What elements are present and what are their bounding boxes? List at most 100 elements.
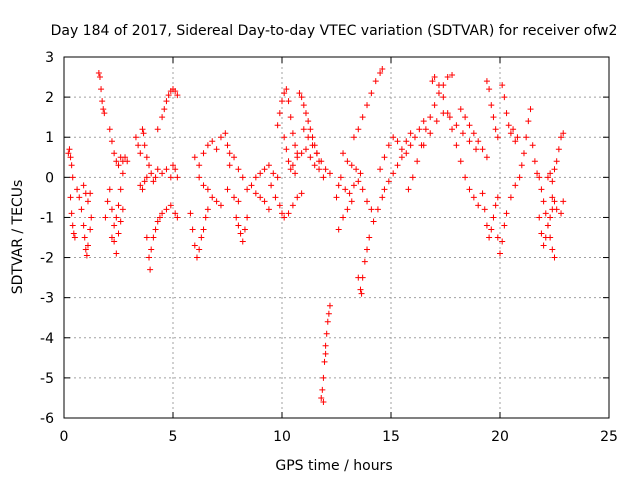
data-point [497,250,503,257]
data-point [377,70,384,77]
data-point [83,252,90,259]
data-point [141,178,148,185]
data-point [67,154,74,161]
data-point [298,190,305,197]
data-point [108,138,115,145]
data-point [350,134,357,141]
data-point [549,194,556,201]
data-point [385,178,392,185]
data-point [475,202,482,209]
data-point [311,162,318,169]
data-point [289,162,296,169]
data-point [333,194,340,201]
y-tick-label: -3 [40,291,54,307]
data-point [547,214,554,221]
data-point [187,210,194,217]
data-point [196,246,203,253]
data-point [536,214,543,221]
data-point [204,206,211,213]
data-point [542,234,549,241]
data-point [84,198,91,205]
x-tick-label: 0 [60,429,69,445]
data-point [492,126,499,133]
data-point [261,166,268,173]
data-point [233,214,240,221]
data-point [231,154,238,161]
data-point [323,330,330,337]
y-tick-label: 2 [45,90,54,106]
data-point [159,114,166,121]
data-point [531,158,538,165]
data-point [231,194,238,201]
data-point [274,122,281,129]
data-point [146,254,153,261]
data-point [159,170,166,177]
data-points [65,66,567,405]
data-point [113,250,120,257]
data-point [560,198,567,205]
data-point [427,114,434,121]
data-point [453,122,460,129]
data-point [357,286,364,293]
data-point [99,98,106,105]
data-point [300,126,307,133]
data-point [252,174,259,181]
data-point [65,150,72,157]
data-point [265,206,272,213]
data-point [80,222,87,229]
data-point [325,310,332,317]
data-point [377,166,384,173]
data-point [335,226,342,233]
data-point [191,242,198,249]
data-point [152,226,159,233]
data-point [420,142,427,149]
data-point [435,90,442,97]
data-point [67,194,74,201]
data-point [322,166,329,173]
data-point [394,138,401,145]
data-point [488,102,495,109]
data-point [226,150,233,157]
data-point [558,210,565,217]
data-point [163,166,170,173]
data-point [350,182,357,189]
data-point [457,158,464,165]
data-point [106,186,113,193]
data-point [414,158,421,165]
data-point [71,234,78,241]
data-point [431,102,438,109]
data-point [113,158,120,165]
data-point [385,142,392,149]
data-point [501,222,508,229]
data-point [551,166,558,173]
data-point [481,206,488,213]
data-point [307,126,314,133]
data-point [244,186,251,193]
data-point [307,154,314,161]
data-point [514,134,521,141]
data-point [140,130,147,137]
data-point [274,174,281,181]
data-point [318,394,325,401]
axis-ticks: 0 5 10 15 20 25 -6 -5 -4 -3 -2 -1 0 1 2 3 [40,50,618,445]
data-point [340,150,347,157]
data-point [340,214,347,221]
data-point [488,226,495,233]
data-point [320,398,327,405]
y-tick-label: -2 [40,251,54,267]
data-point [512,138,519,145]
y-tick-label: -4 [40,331,54,347]
data-point [361,258,368,265]
data-point [101,110,108,117]
data-point [209,138,216,145]
data-point [287,114,294,121]
data-point [462,114,469,121]
data-point [167,202,174,209]
data-point [346,190,353,197]
data-point [366,234,373,241]
data-point [108,206,115,213]
data-point [358,290,365,297]
data-point [117,186,124,193]
data-point [283,86,290,93]
y-tick-label: 1 [45,130,54,146]
